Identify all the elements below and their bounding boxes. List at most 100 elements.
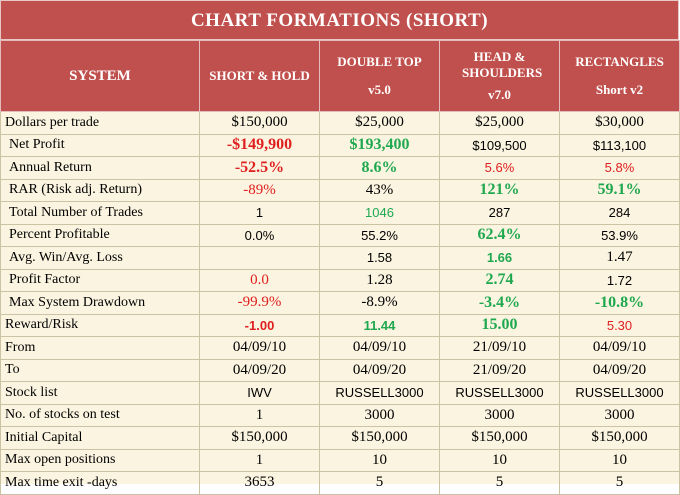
table-cell: -8.9% bbox=[319, 291, 440, 315]
header-version: v7.0 bbox=[488, 87, 511, 102]
row-label: Dollars per trade bbox=[0, 111, 200, 135]
row-label: Total Number of Trades bbox=[0, 201, 200, 225]
row-label: Max open positions bbox=[0, 448, 200, 472]
table-cell: 59.1% bbox=[559, 178, 680, 202]
row-label: Stock list bbox=[0, 381, 200, 405]
header-row: SYSTEM SHORT & HOLD DOUBLE TOP v5.0 HEAD… bbox=[0, 40, 680, 112]
table-row: Avg. Win/Avg. Loss 1.58 1.66 1.47 bbox=[0, 246, 680, 270]
table-cell: 04/09/20 bbox=[559, 358, 680, 382]
row-label: Max time exit -days bbox=[0, 471, 200, 495]
header-name: RECTANGLES bbox=[575, 54, 664, 69]
table-cell: 0.0 bbox=[199, 268, 320, 292]
table-row: Percent Profitable 0.0% 55.2% 62.4% 53.9… bbox=[0, 223, 680, 247]
table-cell: 1.72 bbox=[559, 268, 680, 292]
table-row: Net Profit -$149,900 $193,400 $109,500 $… bbox=[0, 133, 680, 157]
row-label: Reward/Risk bbox=[0, 313, 200, 337]
table-cell: -3.4% bbox=[439, 291, 560, 315]
header-double-top: DOUBLE TOP v5.0 bbox=[319, 40, 440, 112]
table-cell: $150,000 bbox=[199, 426, 320, 450]
row-label: Annual Return bbox=[0, 156, 200, 180]
row-label: No. of stocks on test bbox=[0, 403, 200, 427]
table-row: Dollars per trade $150,000 $25,000 $25,0… bbox=[0, 111, 680, 135]
row-label: RAR (Risk adj. Return) bbox=[0, 178, 200, 202]
header-version: v5.0 bbox=[368, 82, 391, 97]
row-label: Net Profit bbox=[0, 133, 200, 157]
table-cell bbox=[199, 246, 320, 270]
results-table: SYSTEM SHORT & HOLD DOUBLE TOP v5.0 HEAD… bbox=[0, 40, 680, 495]
table-cell: 04/09/20 bbox=[199, 358, 320, 382]
header-name: HEAD & SHOULDERS bbox=[462, 49, 543, 80]
table-cell: -10.8% bbox=[559, 291, 680, 315]
table-cell: 10 bbox=[439, 448, 560, 472]
table-cell: 2.74 bbox=[439, 268, 560, 292]
table-cell: $150,000 bbox=[199, 111, 320, 135]
table-cell: $150,000 bbox=[559, 426, 680, 450]
table-row: Stock list IWV RUSSELL3000 RUSSELL3000 R… bbox=[0, 381, 680, 405]
table-row: Profit Factor 0.0 1.28 2.74 1.72 bbox=[0, 268, 680, 292]
table-cell: 121% bbox=[439, 178, 560, 202]
table-row: Reward/Risk -1.00 11.44 15.00 5.30 bbox=[0, 313, 680, 337]
table-cell: IWV bbox=[199, 381, 320, 405]
header-name: SHORT & HOLD bbox=[209, 68, 310, 83]
page-title: CHART FORMATIONS (SHORT) bbox=[0, 0, 679, 40]
table-cell: 15.00 bbox=[439, 313, 560, 337]
table-row: Initial Capital $150,000 $150,000 $150,0… bbox=[0, 426, 680, 450]
table-cell: 5.8% bbox=[559, 156, 680, 180]
table-cell: -89% bbox=[199, 178, 320, 202]
table-cell: -99.9% bbox=[199, 291, 320, 315]
header-version: Short v2 bbox=[595, 82, 644, 97]
table-cell: 1 bbox=[199, 403, 320, 427]
table-cell: 1046 bbox=[319, 201, 440, 225]
table-row: To 04/09/20 04/09/20 21/09/20 04/09/20 bbox=[0, 358, 680, 382]
table-cell: 04/09/10 bbox=[319, 336, 440, 360]
table-cell: -1.00 bbox=[199, 313, 320, 337]
table-cell: 8.6% bbox=[319, 156, 440, 180]
table-row: RAR (Risk adj. Return) -89% 43% 121% 59.… bbox=[0, 178, 680, 202]
table-cell: 53.9% bbox=[559, 223, 680, 247]
table-cell: 5.30 bbox=[559, 313, 680, 337]
table-cell: 5 bbox=[559, 471, 680, 495]
row-label: Percent Profitable bbox=[0, 223, 200, 247]
table-row: Annual Return -52.5% 8.6% 5.6% 5.8% bbox=[0, 156, 680, 180]
table-cell: 55.2% bbox=[319, 223, 440, 247]
header-short-hold: SHORT & HOLD bbox=[199, 40, 320, 112]
header-name: DOUBLE TOP bbox=[337, 54, 422, 69]
header-system: SYSTEM bbox=[0, 40, 200, 112]
table-cell: 21/09/10 bbox=[439, 336, 560, 360]
table-row: No. of stocks on test 1 3000 3000 3000 bbox=[0, 403, 680, 427]
header-rectangles: RECTANGLES Short v2 bbox=[559, 40, 680, 112]
table-cell: -$149,900 bbox=[199, 133, 320, 157]
table-cell: 1.28 bbox=[319, 268, 440, 292]
table-cell: 5 bbox=[319, 471, 440, 495]
table-cell: 1.58 bbox=[319, 246, 440, 270]
row-label: From bbox=[0, 336, 200, 360]
header-head-shoulders: HEAD & SHOULDERS v7.0 bbox=[439, 40, 560, 112]
table-cell: RUSSELL3000 bbox=[559, 381, 680, 405]
row-label: Avg. Win/Avg. Loss bbox=[0, 246, 200, 270]
table-cell: RUSSELL3000 bbox=[319, 381, 440, 405]
table-cell: 10 bbox=[319, 448, 440, 472]
table-cell: $113,100 bbox=[559, 133, 680, 157]
table-cell: 21/09/20 bbox=[439, 358, 560, 382]
table-cell: 0.0% bbox=[199, 223, 320, 247]
table-cell: 43% bbox=[319, 178, 440, 202]
table-cell: 284 bbox=[559, 201, 680, 225]
row-label: Initial Capital bbox=[0, 426, 200, 450]
table-cell: 3000 bbox=[559, 403, 680, 427]
row-label: Profit Factor bbox=[0, 268, 200, 292]
table-cell: $30,000 bbox=[559, 111, 680, 135]
table-cell: 04/09/10 bbox=[199, 336, 320, 360]
table-cell: 1 bbox=[199, 201, 320, 225]
table-cell: $25,000 bbox=[439, 111, 560, 135]
row-label: To bbox=[0, 358, 200, 382]
table-row: Max open positions 1 10 10 10 bbox=[0, 448, 680, 472]
table-cell: 3653 bbox=[199, 471, 320, 495]
table-cell: 1 bbox=[199, 448, 320, 472]
table-row: Max time exit -days 3653 5 5 5 bbox=[0, 471, 680, 495]
table-cell: $109,500 bbox=[439, 133, 560, 157]
table-cell: $150,000 bbox=[319, 426, 440, 450]
table-cell: 1.66 bbox=[439, 246, 560, 270]
table-cell: 287 bbox=[439, 201, 560, 225]
table-cell: $25,000 bbox=[319, 111, 440, 135]
table-cell: RUSSELL3000 bbox=[439, 381, 560, 405]
